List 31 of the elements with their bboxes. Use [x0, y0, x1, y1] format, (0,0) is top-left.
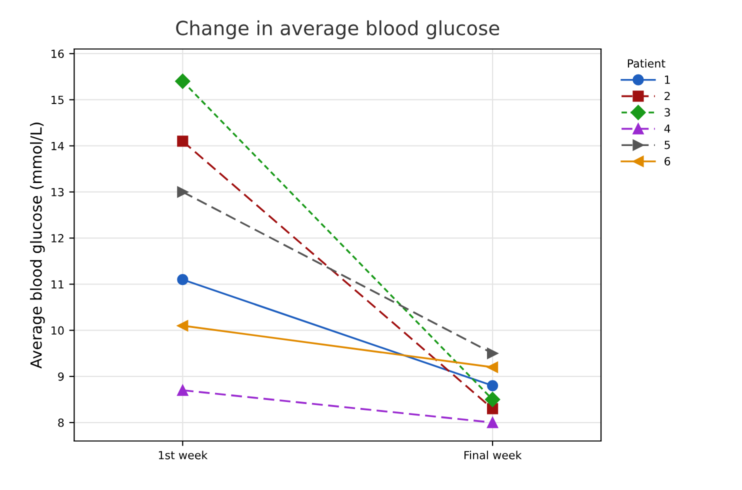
point — [177, 384, 188, 396]
legend-label: 2 — [664, 92, 670, 100]
point — [487, 348, 498, 359]
y-tick-label: 14 — [52, 142, 64, 150]
legend-label: 3 — [664, 108, 670, 117]
x-tick-label: Final week — [464, 450, 522, 460]
y-tick-label: 11 — [52, 280, 64, 288]
point — [487, 362, 498, 373]
y-tick-label: 13 — [52, 188, 64, 196]
x-tick-label: 1st week — [158, 450, 208, 460]
legend-label: 4 — [664, 124, 670, 133]
point — [177, 274, 188, 286]
legend-label: 5 — [664, 140, 670, 150]
y-tick-label: 16 — [52, 50, 64, 58]
legend-label: 1 — [665, 76, 670, 84]
point — [175, 74, 190, 89]
chart-title: Change in average blood glucose — [176, 20, 500, 40]
point — [484, 392, 500, 408]
legend-title: Patient — [628, 59, 666, 68]
y-tick-label: 10 — [52, 326, 64, 335]
point — [177, 136, 188, 147]
point — [177, 186, 188, 198]
point — [487, 416, 498, 428]
y-tick-label: 8 — [58, 418, 64, 427]
y-axis-title: Average blood glucose (mmol/L) — [30, 122, 45, 369]
y-tick-label: 9 — [58, 372, 64, 381]
point — [487, 380, 498, 392]
point — [177, 320, 188, 332]
y-tick-label: 12 — [52, 234, 64, 242]
y-tick-label: 15 — [52, 96, 64, 104]
legend-label: 6 — [664, 157, 670, 166]
